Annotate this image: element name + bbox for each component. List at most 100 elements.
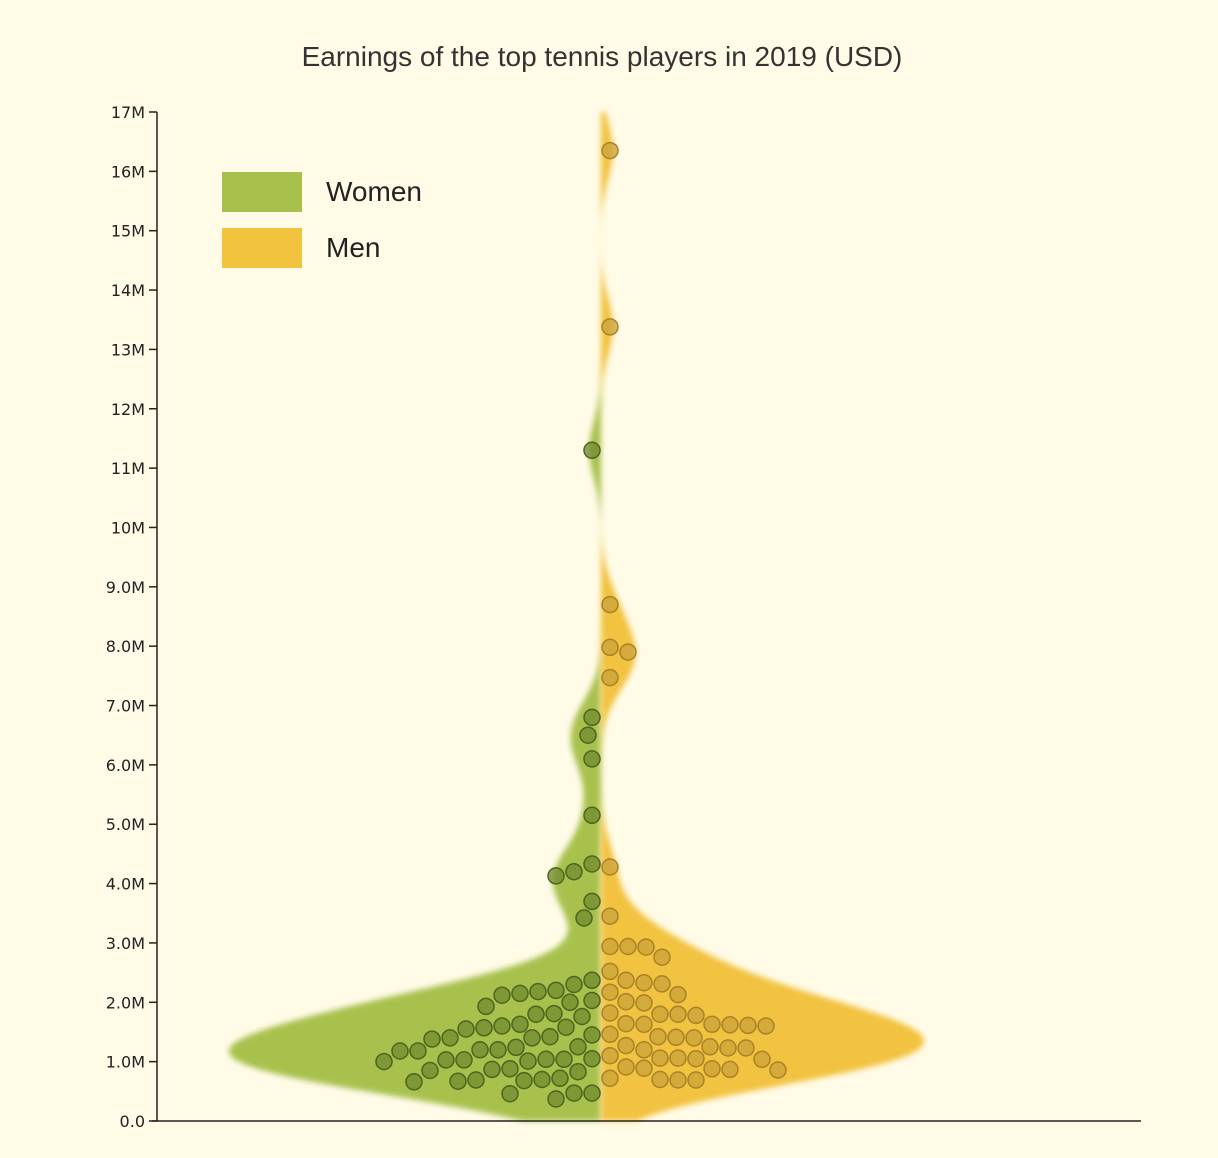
point-men <box>669 985 687 1004</box>
point-men <box>739 1016 757 1035</box>
point-men <box>601 1004 619 1022</box>
y-tick-label: 16M <box>111 162 145 181</box>
point-women <box>583 1049 601 1068</box>
point-men <box>687 1006 705 1025</box>
y-tick-label: 13M <box>111 340 145 359</box>
point-women <box>527 1005 545 1023</box>
y-tick-label: 0.0 <box>120 1112 145 1131</box>
point-men <box>617 971 635 990</box>
y-tick-label: 9.0M <box>106 578 145 597</box>
point-women <box>547 1090 565 1108</box>
point-women <box>565 862 583 881</box>
y-tick-label: 3.0M <box>106 934 145 953</box>
point-women <box>579 726 597 744</box>
point-women <box>561 993 579 1012</box>
point-women <box>507 1038 525 1057</box>
point-women <box>391 1042 409 1060</box>
point-women <box>493 986 511 1004</box>
point-women <box>449 1072 467 1090</box>
y-tick-label: 12M <box>111 400 145 419</box>
point-women <box>423 1030 441 1048</box>
point-men <box>667 1028 685 1047</box>
point-women <box>501 1084 519 1103</box>
point-men <box>653 975 671 993</box>
point-men <box>637 938 655 956</box>
point-women <box>565 1084 583 1102</box>
point-women <box>457 1020 475 1038</box>
point-women <box>583 892 601 911</box>
point-women <box>533 1070 551 1089</box>
point-women <box>573 1007 591 1026</box>
point-men <box>669 1071 687 1089</box>
point-women <box>583 1084 601 1102</box>
point-men <box>703 1015 721 1034</box>
point-men <box>635 973 653 992</box>
point-women <box>455 1051 473 1069</box>
point-men <box>685 1029 703 1047</box>
point-women <box>437 1051 455 1069</box>
chart-title: Earnings of the top tennis players in 20… <box>302 41 903 72</box>
violin-shapes <box>229 112 925 1121</box>
point-men <box>769 1061 787 1079</box>
point-men <box>619 937 637 956</box>
point-men <box>635 1059 653 1077</box>
point-men <box>651 1049 669 1067</box>
point-women <box>583 750 601 768</box>
point-men <box>635 994 653 1012</box>
point-women <box>501 1060 519 1078</box>
data-points <box>375 141 787 1108</box>
y-tick-label: 6.0M <box>106 756 145 775</box>
point-men <box>601 1025 619 1044</box>
point-women <box>557 1018 575 1036</box>
point-men <box>737 1039 755 1057</box>
legend-label-women: Women <box>326 176 422 207</box>
point-women <box>441 1029 459 1047</box>
y-tick-label: 2.0M <box>106 993 145 1012</box>
point-women <box>583 971 601 990</box>
legend-swatch-men <box>222 228 302 268</box>
point-women <box>519 1052 537 1070</box>
point-men <box>651 1005 669 1023</box>
point-men <box>687 1049 705 1068</box>
y-tick-label: 15M <box>111 222 145 241</box>
point-women <box>547 981 565 1000</box>
y-tick-label: 14M <box>111 281 145 300</box>
point-men <box>617 1058 635 1076</box>
y-tick-label: 7.0M <box>106 697 145 716</box>
point-men <box>601 858 619 876</box>
legend-label-men: Men <box>326 232 380 263</box>
point-men <box>601 1069 619 1088</box>
legend: Women Men <box>222 172 422 268</box>
point-men <box>601 1046 619 1065</box>
point-women <box>421 1061 439 1080</box>
y-tick-label: 10M <box>111 518 145 537</box>
y-tick-label: 8.0M <box>106 637 145 656</box>
point-men <box>721 1060 739 1079</box>
point-men <box>669 1049 687 1067</box>
point-men <box>617 1014 635 1033</box>
point-men <box>635 1041 653 1059</box>
point-women <box>523 1029 541 1047</box>
point-women <box>547 867 565 885</box>
point-men <box>721 1016 739 1034</box>
point-men <box>601 907 619 925</box>
point-women <box>477 997 495 1016</box>
point-men <box>601 595 619 614</box>
point-women <box>405 1073 423 1091</box>
point-men <box>703 1060 721 1078</box>
point-women <box>583 441 601 460</box>
y-tick-label: 17M <box>111 103 145 122</box>
point-women <box>569 1038 587 1056</box>
point-men <box>617 1036 635 1055</box>
point-women <box>511 1015 529 1034</box>
point-women <box>545 1004 563 1023</box>
point-women <box>565 975 583 994</box>
point-men <box>753 1050 771 1069</box>
point-women <box>471 1041 489 1059</box>
point-men <box>653 948 671 966</box>
point-women <box>375 1052 393 1071</box>
point-women <box>537 1050 555 1069</box>
y-tick-label: 4.0M <box>106 875 145 894</box>
point-women <box>569 1062 587 1081</box>
point-men <box>617 992 635 1011</box>
